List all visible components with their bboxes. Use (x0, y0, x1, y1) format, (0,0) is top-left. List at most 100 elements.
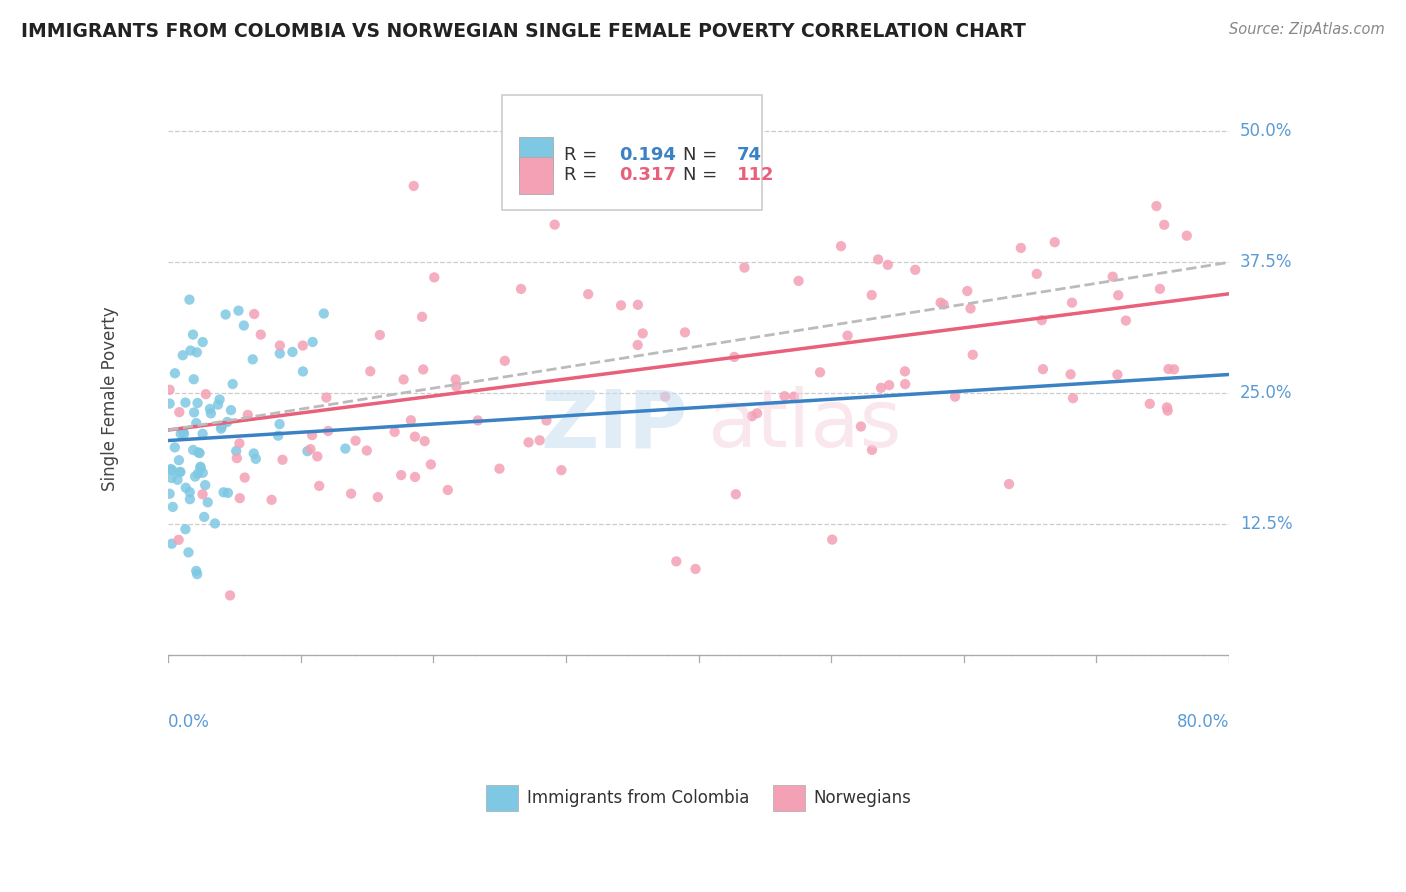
Point (197, 495, 219, 509)
Point (297, 444, 319, 458)
Point (191, 466, 214, 480)
Bar (773, 785, 804, 811)
Point (673, 326, 696, 340)
Point (191, 487, 214, 501)
Point (384, 425, 406, 439)
Text: R =: R = (564, 167, 603, 185)
Point (249, 327, 271, 342)
Point (959, 301, 981, 316)
Point (517, 435, 540, 450)
Point (488, 461, 510, 475)
Point (217, 486, 239, 500)
Point (236, 408, 259, 422)
Point (627, 298, 650, 312)
Point (932, 297, 955, 311)
Text: Single Female Poverty: Single Female Poverty (101, 306, 120, 491)
Point (242, 446, 264, 460)
Point (423, 270, 446, 285)
Point (1101, 269, 1123, 284)
Point (665, 554, 688, 568)
Point (1175, 228, 1198, 243)
Point (167, 453, 190, 467)
Point (1043, 235, 1066, 249)
Point (191, 426, 214, 441)
Point (724, 487, 747, 501)
Text: 112: 112 (737, 167, 775, 185)
Point (315, 391, 337, 405)
Text: R =: R = (564, 146, 603, 164)
Text: N =: N = (683, 167, 723, 185)
Point (654, 390, 676, 404)
Point (159, 462, 181, 476)
Text: Source: ZipAtlas.com: Source: ZipAtlas.com (1229, 22, 1385, 37)
Point (159, 383, 181, 397)
Point (808, 365, 831, 379)
Bar (519, 137, 554, 173)
Point (184, 469, 207, 483)
Point (943, 390, 966, 404)
Point (837, 328, 859, 343)
Point (741, 409, 763, 424)
Point (340, 486, 363, 500)
Point (411, 310, 433, 324)
Point (187, 445, 209, 459)
Point (998, 477, 1021, 491)
Text: 50.0%: 50.0% (1240, 122, 1292, 140)
Point (344, 434, 367, 448)
Point (180, 343, 202, 358)
Point (389, 468, 412, 483)
Point (170, 426, 193, 441)
Bar (519, 157, 554, 194)
Point (271, 452, 294, 467)
Point (529, 434, 551, 448)
Text: N =: N = (683, 146, 723, 164)
Point (723, 350, 745, 364)
Text: Norwegians: Norwegians (813, 789, 911, 807)
Text: 74: 74 (737, 146, 762, 164)
Point (212, 485, 235, 500)
Point (877, 378, 900, 392)
Text: 37.5%: 37.5% (1240, 253, 1292, 271)
Point (186, 416, 208, 430)
Point (399, 413, 422, 427)
Point (187, 467, 209, 481)
Point (962, 348, 984, 362)
Point (208, 392, 231, 407)
Point (1153, 218, 1175, 232)
Point (787, 274, 810, 288)
Point (160, 463, 183, 477)
Point (392, 372, 415, 386)
Point (281, 345, 304, 359)
Point (733, 260, 755, 275)
Point (1157, 403, 1180, 417)
Point (217, 415, 239, 429)
Point (437, 483, 460, 497)
Point (610, 298, 633, 312)
Point (179, 492, 201, 507)
Point (627, 338, 650, 352)
Point (169, 465, 191, 479)
Text: 25.0%: 25.0% (1240, 384, 1292, 402)
Point (745, 406, 768, 420)
Point (209, 422, 232, 436)
Point (177, 545, 200, 559)
Point (307, 450, 329, 464)
Point (413, 434, 436, 449)
Point (685, 562, 707, 576)
Point (194, 478, 217, 492)
Point (1032, 362, 1054, 376)
Text: ZIP: ZIP (540, 386, 688, 464)
Point (404, 470, 426, 484)
Point (402, 178, 425, 193)
Point (269, 346, 291, 360)
Point (191, 334, 214, 349)
Point (316, 424, 339, 438)
Point (510, 282, 533, 296)
Point (291, 364, 314, 378)
Point (783, 390, 806, 404)
Text: 0.194: 0.194 (619, 146, 676, 164)
Point (211, 420, 233, 434)
Point (190, 461, 212, 475)
Point (174, 522, 197, 536)
Point (207, 398, 229, 412)
